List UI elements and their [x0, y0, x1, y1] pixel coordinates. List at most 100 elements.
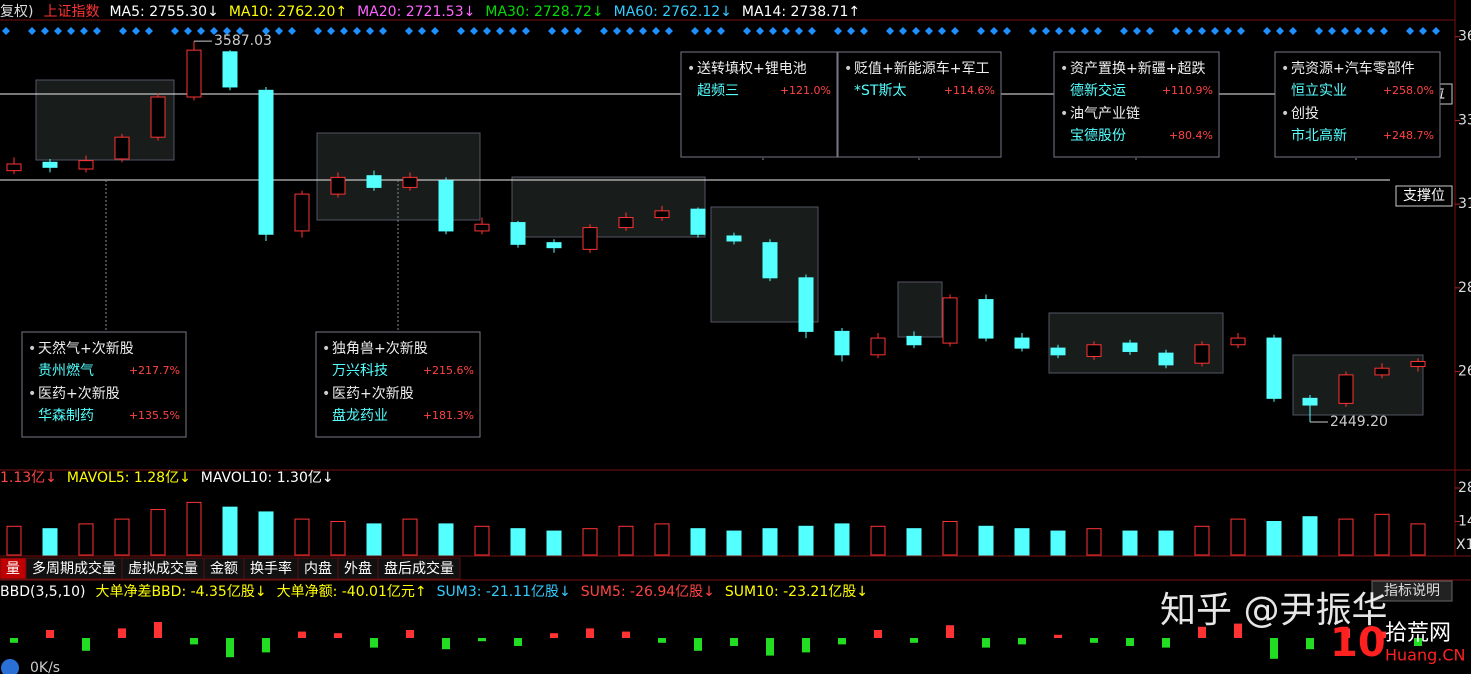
gain: +248.7%: [1383, 129, 1434, 142]
gain: +215.6%: [423, 364, 474, 377]
signal-diamond: [41, 27, 49, 35]
volume-bar: [906, 528, 922, 556]
stock: 超频三: [697, 83, 739, 99]
signal-diamond: [1081, 27, 1089, 35]
tab[interactable]: 换手率: [243, 557, 299, 580]
tab[interactable]: 量: [0, 557, 27, 580]
header-item: 大单净差BBD: -4.35亿股↓: [95, 584, 266, 600]
bullet: •: [322, 341, 330, 357]
signal-diamond: [1211, 27, 1219, 35]
stock: 盘龙药业: [332, 407, 388, 424]
signal-diamond: [171, 27, 179, 35]
gain: +181.3%: [423, 409, 474, 422]
tab[interactable]: 内盘: [297, 557, 339, 580]
volume-bar: [1266, 521, 1282, 556]
tab[interactable]: 虚拟成交量: [121, 557, 205, 580]
bbd-bar: [82, 638, 90, 651]
header-item: MAVOL10: 1.30亿↓: [201, 470, 334, 486]
bbd-bar: [838, 638, 846, 645]
signal-diamond: [314, 27, 322, 35]
signal-diamond: [1029, 27, 1037, 35]
signal-diamond: [600, 27, 608, 35]
candle-body: [1410, 361, 1426, 368]
candle-body: [1374, 367, 1390, 376]
volume-bar: [1374, 513, 1390, 556]
bbd-bar: [370, 638, 378, 648]
signal-diamond: [28, 27, 36, 35]
stock: 宝德股份: [1070, 128, 1126, 144]
gain: +258.0%: [1383, 84, 1434, 97]
button-bg[interactable]: [1371, 580, 1453, 602]
candle-body: [1230, 337, 1246, 346]
candle-body: [870, 337, 886, 356]
bbd-bar: [658, 638, 666, 643]
signal-diamond: [353, 27, 361, 35]
volume-bar: [798, 525, 814, 556]
signal-diamond: [483, 27, 491, 35]
tab[interactable]: 金额: [203, 557, 245, 580]
volume-bar: [978, 525, 994, 556]
candle-body: [1338, 374, 1354, 404]
signal-diamond: [223, 27, 231, 35]
signal-diamond: [288, 27, 296, 35]
theme: 医药+次新股: [38, 386, 120, 402]
bbd-bar: [190, 638, 198, 645]
bbd-bar: [262, 638, 270, 653]
tab-label: 虚拟成交量: [128, 560, 198, 577]
tab[interactable]: 盘后成交量: [377, 557, 461, 580]
signal-diamond: [548, 27, 556, 35]
bbd-bar: [406, 630, 414, 638]
tab-label: 多周期成交量: [32, 560, 116, 577]
signal-diamond: [379, 27, 387, 35]
signal-diamond: [1042, 27, 1050, 35]
bbd-bar: [1270, 638, 1278, 659]
bbd-bar: [1162, 638, 1170, 648]
candle-body: [402, 176, 418, 188]
signal-diamond: [1341, 27, 1349, 35]
signal-diamond: [418, 27, 426, 35]
candle-body: [654, 210, 670, 219]
volume-bar: [330, 521, 346, 556]
tab[interactable]: 外盘: [337, 557, 379, 580]
candle-body: [978, 299, 994, 339]
signal-diamond: [1172, 27, 1180, 35]
signal-diamond: [990, 27, 998, 35]
signal-diamond: [756, 27, 764, 35]
volume-bar: [834, 523, 850, 556]
signal-diamond: [262, 27, 270, 35]
volume-bar: [114, 518, 130, 556]
header-item: 1.13亿↓: [0, 470, 57, 486]
tab-label: 盘后成交量: [384, 560, 454, 577]
signal-diamond: [1224, 27, 1232, 35]
gain: +80.4%: [1169, 129, 1213, 142]
signal-diamond: [1328, 27, 1336, 35]
candle-body: [1086, 344, 1102, 357]
button-label: 指标说明: [1384, 583, 1440, 599]
header-item: MA30: 2728.72↓: [485, 4, 603, 20]
candle-body: [474, 223, 490, 232]
header-item: 上证指数: [43, 4, 99, 20]
logo-site: 拾荒网: [1385, 621, 1451, 646]
candle-body: [762, 242, 778, 279]
bbd-bar: [46, 630, 54, 638]
status: 0K/s: [30, 660, 60, 674]
signal-diamond: [470, 27, 478, 35]
signal-diamond: [496, 27, 504, 35]
signal-diamond: [977, 27, 985, 35]
y-tick-label: 26: [1458, 364, 1471, 380]
bbd-bar: [946, 625, 954, 638]
signal-diamond: [522, 27, 530, 35]
signal-diamond: [457, 27, 465, 35]
volume-bar: [1410, 523, 1426, 556]
theme: 壳资源+汽车零部件: [1291, 60, 1415, 77]
bbd-bar: [298, 631, 306, 638]
signal-diamond: [925, 27, 933, 35]
header-item: SUM5: -26.94亿股↓: [581, 584, 715, 600]
tab[interactable]: 多周期成交量: [25, 557, 123, 580]
theme: 创投: [1291, 106, 1319, 122]
tab-label: 金额: [210, 561, 238, 577]
stock: 市北高新: [1291, 127, 1347, 144]
theme: 油气产业链: [1070, 106, 1140, 122]
bbd-bar: [118, 628, 126, 638]
signal-diamond: [509, 27, 517, 35]
